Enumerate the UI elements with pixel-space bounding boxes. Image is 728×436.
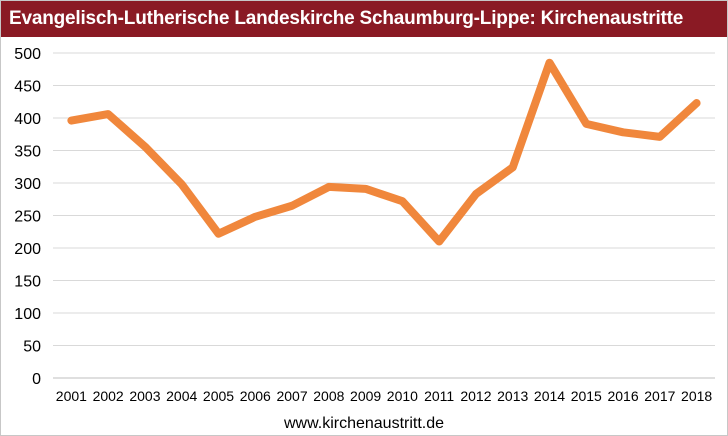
y-tick-label: 350 — [14, 144, 41, 161]
x-tick-label: 2004 — [166, 388, 197, 404]
x-tick-label: 2013 — [497, 388, 528, 404]
series — [67, 58, 701, 246]
y-tick-label: 500 — [14, 46, 41, 63]
gridlines — [53, 52, 715, 379]
x-tick-label: 2018 — [681, 388, 712, 404]
y-tick-label: 150 — [14, 274, 41, 291]
x-tick-label: 2009 — [350, 388, 381, 404]
y-tick-label: 50 — [23, 339, 41, 356]
x-tick-label: 2001 — [56, 388, 87, 404]
y-tick-label: 250 — [14, 209, 41, 226]
series-line — [67, 58, 701, 246]
x-tick-label: 2011 — [424, 388, 454, 404]
x-tick-label: 2010 — [387, 388, 418, 404]
title-bar: Evangelisch-Lutherische Landeskirche Sch… — [1, 1, 727, 37]
y-tick-label: 200 — [14, 241, 41, 258]
y-tick-label: 300 — [14, 176, 41, 193]
x-tick-label: 2016 — [607, 388, 638, 404]
x-tick-label: 2012 — [460, 388, 491, 404]
x-tick-label: 2017 — [644, 388, 675, 404]
x-tick-label: 2006 — [240, 388, 271, 404]
x-tick-label: 2005 — [203, 388, 234, 404]
x-tick-label: 2008 — [313, 388, 344, 404]
axes: 0 50 100 150 200 250 300 350 400 450 500 2001 2002 20… — [14, 46, 712, 404]
y-tick-label: 400 — [14, 111, 41, 128]
x-tick-label: 2015 — [571, 388, 602, 404]
x-tick-label: 2007 — [276, 388, 307, 404]
source-url: www.kirchenaustritt.de — [283, 415, 445, 432]
y-tick-label: 450 — [14, 79, 41, 96]
x-tick-label: 2014 — [534, 388, 565, 404]
y-tick-label: 0 — [32, 371, 41, 388]
x-tick-label: 2003 — [129, 388, 160, 404]
y-tick-label: 100 — [14, 306, 41, 323]
x-tick-label: 2002 — [93, 388, 124, 404]
chart-title: Evangelisch-Lutherische Landeskirche Sch… — [9, 8, 684, 29]
